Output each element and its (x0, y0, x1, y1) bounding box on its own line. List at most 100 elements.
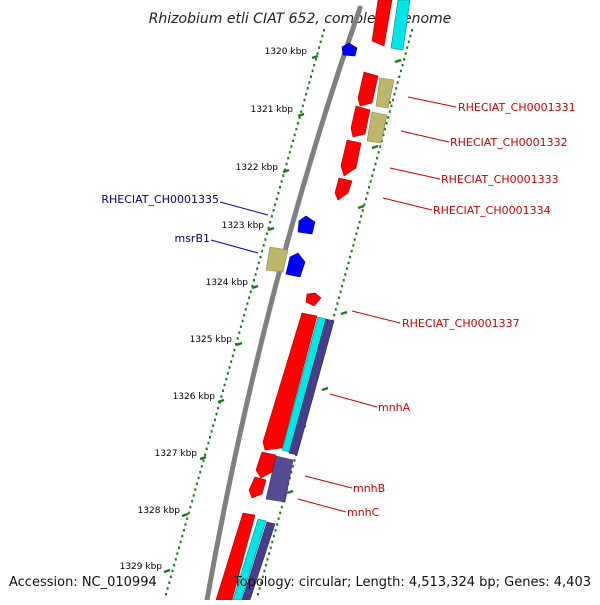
gene-feature[interactable] (265, 246, 289, 273)
track-dot (388, 110, 391, 113)
track-dot (213, 418, 216, 422)
track-dot (280, 180, 283, 183)
track-dot (319, 40, 322, 44)
track-dot (261, 249, 264, 253)
track-dot (283, 168, 286, 171)
track-dot (204, 453, 207, 456)
track-dot (404, 52, 407, 55)
gene-feature[interactable] (366, 111, 388, 144)
leader-line (304, 475, 353, 489)
track-dot (401, 63, 404, 67)
track-dot (259, 255, 262, 259)
gene-label-msrb1[interactable]: msrB1 (174, 232, 210, 245)
gene-feature[interactable] (248, 476, 267, 499)
track-dot (267, 226, 270, 230)
gene-feature[interactable] (288, 318, 335, 456)
tick-label: 1328 kbp (138, 506, 181, 516)
track-dot (251, 284, 254, 288)
track-dot (376, 156, 379, 160)
track-dot (220, 395, 223, 398)
leader-line (297, 498, 347, 513)
gene-feature[interactable] (305, 292, 322, 307)
tick-label: 1327 kbp (155, 449, 198, 459)
track-dot (285, 162, 288, 166)
track-dot (334, 308, 337, 311)
track-dot (377, 151, 380, 154)
gene-label-rheciat-ch0001334[interactable]: RHECIAT_CH0001334 (433, 204, 551, 217)
gene-label-mnha[interactable]: mnhA (378, 401, 411, 414)
track-dot (395, 87, 398, 90)
track-dot (226, 372, 229, 375)
track-dot (272, 534, 275, 538)
track-dot (200, 465, 203, 468)
track-dot (217, 406, 220, 410)
gene-feature[interactable] (357, 71, 379, 107)
gene-feature[interactable] (255, 451, 277, 479)
tick-mark (311, 54, 319, 60)
gene-label-rheciat-ch0001332[interactable]: RHECIAT_CH0001332 (450, 136, 568, 149)
track-mark (394, 58, 402, 64)
track-dot (290, 145, 293, 148)
track-dot (184, 523, 187, 526)
track-dot (236, 337, 239, 340)
track-dot (270, 215, 273, 218)
gene-feature[interactable] (297, 215, 316, 235)
track-dot (268, 552, 271, 555)
gene-label-rheciat-ch0001331[interactable]: RHECIAT_CH0001331 (458, 101, 576, 114)
track-dot (191, 500, 194, 503)
gene-feature[interactable] (340, 139, 362, 177)
track-dot (298, 116, 301, 119)
track-dot (385, 122, 388, 125)
track-dot (357, 226, 359, 230)
gene-label-rheciat-ch0001335[interactable]: RHECIAT_CH0001335 (101, 193, 219, 206)
track-dot (296, 122, 299, 125)
gene-feature[interactable] (262, 312, 318, 451)
tick-label: 1326 kbp (173, 392, 216, 402)
track-dot (310, 75, 312, 78)
track-dot (171, 569, 174, 573)
track-dot (207, 441, 210, 445)
gene-feature[interactable] (375, 77, 395, 109)
track-dot (339, 290, 342, 294)
tick-label: 1324 kbp (206, 278, 249, 288)
track-dot (241, 319, 244, 323)
track-dot (173, 563, 176, 567)
gene-label-mnhc[interactable]: mnhC (347, 506, 380, 519)
track-dot (233, 348, 236, 352)
track-dot (393, 93, 396, 96)
track-mark (371, 144, 379, 150)
track-dot (199, 470, 202, 474)
track-dot (311, 69, 314, 73)
gene-feature[interactable] (390, 0, 411, 51)
track-dot (342, 279, 345, 282)
gene-feature[interactable] (265, 455, 294, 503)
track-dot (368, 186, 371, 189)
track-dot (360, 215, 363, 218)
tick-label: 1329 kbp (120, 562, 163, 572)
gene-label-rheciat-ch0001337[interactable]: RHECIAT_CH0001337 (402, 317, 520, 330)
track-dot (406, 46, 409, 49)
track-dot (275, 197, 278, 201)
track-dot (189, 505, 192, 509)
tick-label: 1325 kbp (190, 335, 233, 345)
gene-label-rheciat-ch0001333[interactable]: RHECIAT_CH0001333 (441, 173, 559, 186)
track-dot (212, 424, 215, 427)
gene-feature[interactable] (350, 105, 371, 138)
track-dot (215, 412, 218, 416)
track-dot (276, 523, 279, 526)
gene-label-mnhb[interactable]: mnhB (353, 482, 385, 495)
track-dot (290, 470, 293, 474)
track-dot (366, 191, 369, 195)
tick-mark (163, 568, 171, 574)
track-dot (257, 261, 260, 265)
gene-feature[interactable] (341, 42, 358, 57)
gene-feature[interactable] (371, 0, 393, 47)
gene-feature[interactable] (334, 177, 353, 201)
left-dotted-track (165, 29, 325, 596)
gene-feature[interactable] (285, 252, 306, 278)
track-dot (257, 593, 259, 596)
track-dot (374, 162, 377, 166)
track-dot (396, 81, 399, 84)
track-dot (231, 354, 234, 358)
